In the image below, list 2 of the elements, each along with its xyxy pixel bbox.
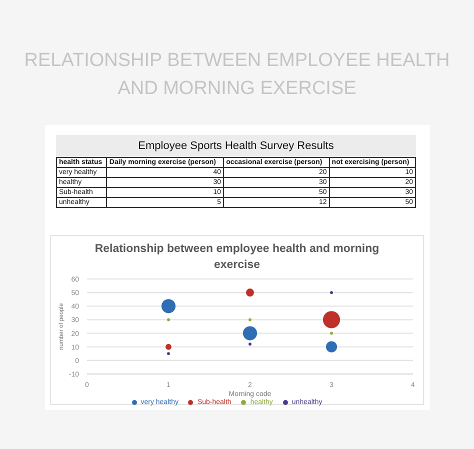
chart-title: Relationship between employee health and morning exercise	[94, 242, 380, 273]
text: Employee Sports Health Survey Results	[56, 135, 416, 157]
